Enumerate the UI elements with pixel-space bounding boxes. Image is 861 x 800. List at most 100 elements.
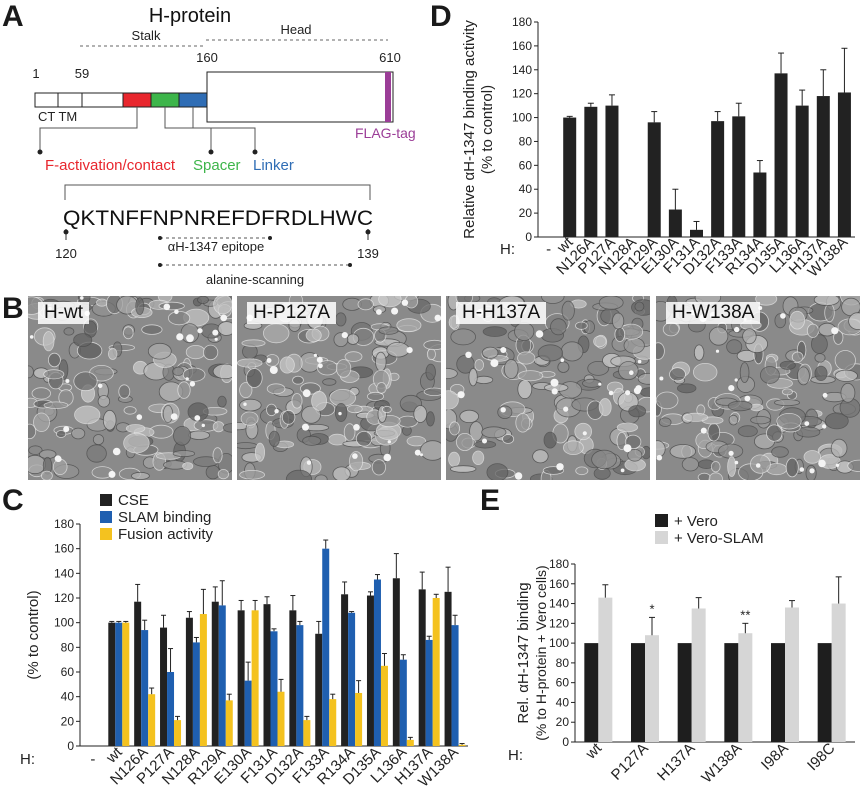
bar — [303, 720, 311, 746]
legend-label: + Vero-SLAM — [674, 530, 764, 547]
y-tick-label: 20 — [556, 715, 570, 729]
y-tick-label: 20 — [61, 714, 75, 728]
bar — [341, 594, 349, 746]
bar — [192, 642, 200, 746]
y-tick-label: 100 — [54, 616, 74, 630]
y-axis-title: (% to control) — [25, 590, 42, 679]
bar — [225, 700, 233, 746]
y-axis-subtitle: (% to control) — [479, 85, 496, 174]
x-tick-label: H137A — [654, 740, 698, 784]
y-tick-label: 180 — [54, 517, 74, 531]
panel-label-e: E — [480, 484, 501, 517]
y-tick-label: 140 — [549, 597, 569, 611]
protein-title: H-protein — [149, 5, 231, 27]
bar — [584, 643, 599, 742]
x-tick-label: wt — [582, 739, 606, 763]
bar — [399, 659, 407, 746]
bar — [199, 614, 207, 746]
bar — [211, 601, 219, 746]
bar — [277, 691, 285, 746]
y-tick-label: 40 — [61, 690, 75, 704]
bar — [315, 633, 323, 746]
bar — [451, 625, 459, 746]
chart-e: 0 20 40 60 80 100 120 140 160 180 wt * P127A H137A ** W… — [508, 513, 855, 787]
bar — [690, 229, 703, 237]
pos-610: 610 — [379, 50, 401, 65]
bar — [432, 598, 440, 746]
bar — [141, 630, 149, 746]
x-tick-label: W138A — [698, 740, 745, 787]
micrograph-label: H-wt — [38, 302, 90, 324]
y-tick-label: 80 — [556, 656, 570, 670]
protein-schematic: H-protein Stalk Head 1 59 160 610 CT TM … — [32, 5, 415, 287]
legend-label: CSE — [118, 492, 149, 509]
head-label: Head — [280, 22, 311, 37]
epitope-label: αH-1347 epitope — [168, 239, 264, 254]
tm-domain — [57, 92, 83, 108]
bar — [289, 610, 297, 746]
bar — [406, 739, 414, 746]
y-tick-label: 20 — [519, 206, 533, 220]
bar — [270, 631, 278, 746]
bar — [598, 597, 613, 742]
f-activation-leader — [39, 107, 138, 152]
bar — [251, 610, 259, 746]
spacer-label: Spacer — [193, 157, 241, 174]
bar — [329, 699, 337, 746]
ct-tm-label: CT TM — [38, 109, 77, 124]
bar — [373, 579, 381, 746]
bar — [418, 589, 426, 746]
bar — [785, 607, 799, 742]
stalk-label: Stalk — [132, 28, 161, 43]
y-tick-label: 0 — [67, 739, 74, 753]
bar — [322, 548, 330, 746]
y-tick-label: 60 — [519, 158, 533, 172]
bar — [738, 633, 753, 742]
bar — [458, 744, 466, 746]
micrograph-4: H-W138A — [656, 296, 860, 480]
linker-domain — [178, 92, 208, 108]
panel-label-b: B — [2, 292, 24, 325]
bar — [691, 608, 706, 742]
flag-tag-box — [385, 72, 391, 122]
y-tick-label: 140 — [54, 566, 74, 580]
bar — [753, 172, 767, 237]
bar — [348, 612, 356, 746]
x-tick-label: P127A — [608, 740, 652, 784]
bar — [724, 643, 739, 742]
f-activation-domain — [122, 92, 152, 108]
f-activation-label: F-activation/contact — [45, 157, 176, 174]
legend-swatch — [655, 531, 668, 544]
alanine-label: alanine-scanning — [206, 272, 304, 287]
y-tick-label: 180 — [512, 15, 532, 29]
x-tick-label: I98A — [758, 740, 792, 774]
bar — [837, 92, 851, 237]
y-tick-label: 160 — [549, 577, 569, 591]
bar — [668, 209, 682, 237]
bar — [425, 639, 433, 746]
seq-end-label: 139 — [357, 246, 379, 261]
panel-label-a: A — [2, 0, 24, 33]
bar — [122, 622, 130, 746]
y-tick-label: 80 — [61, 640, 75, 654]
bar — [563, 117, 577, 237]
bar — [605, 105, 619, 237]
micrograph-label: H-W138A — [666, 302, 761, 324]
bar — [795, 105, 809, 237]
pos-160: 160 — [196, 50, 218, 65]
bar — [647, 122, 661, 237]
micrograph-3: H-H137A — [446, 296, 650, 480]
seq-start-label: 120 — [55, 246, 77, 261]
row-prefix: H: — [20, 751, 35, 768]
y-axis-title: Rel. αH-1347 binding — [515, 582, 532, 723]
legend-swatch — [100, 494, 112, 506]
micrograph-2: H-P127A — [237, 296, 441, 480]
x-tick-label: I98C — [804, 740, 839, 775]
micrograph-label: H-P127A — [247, 302, 337, 324]
bar — [816, 96, 830, 237]
y-tick-label: 160 — [512, 39, 532, 53]
sequence-bracket — [64, 184, 371, 200]
legend-label: + Vero — [674, 513, 718, 530]
micrograph-image — [446, 296, 650, 480]
